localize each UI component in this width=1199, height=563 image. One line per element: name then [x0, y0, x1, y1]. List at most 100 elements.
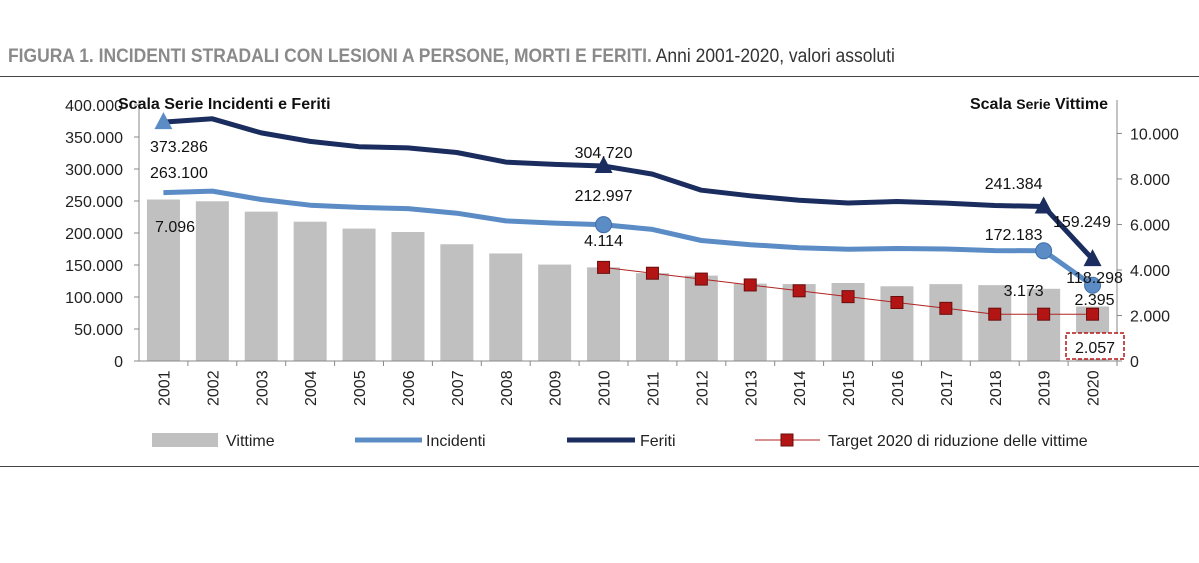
target-label-box	[1065, 332, 1125, 360]
bar-vittime-2011	[635, 273, 669, 361]
left-tick-label: 100.000	[65, 290, 123, 307]
bar-vittime-2005	[342, 228, 376, 361]
figure-title-rest: Anni 2001-2020, valori assoluti	[651, 46, 895, 67]
data-label-feriti-2019: 241.384	[985, 176, 1043, 193]
data-label-incidenti-2010: 212.997	[575, 188, 633, 205]
legend-label-vittime: Vittime	[226, 433, 275, 450]
right-axis-title: Scala Serie Vittime	[970, 96, 1108, 113]
x-tick-label: 2016	[890, 370, 907, 406]
legend-swatch-target-marker	[780, 433, 794, 447]
line-incidenti	[163, 188, 1094, 288]
right-tick-label: 6.000	[1130, 217, 1170, 234]
right-axis-title-part: Serie	[1016, 96, 1050, 112]
marker-target-2014	[792, 284, 806, 298]
data-label-incidenti-2001: 263.100	[150, 165, 208, 182]
bar-vittime-2013	[733, 283, 767, 361]
x-tick-label: 2012	[694, 370, 711, 406]
legend-label-feriti: Feriti	[640, 433, 676, 450]
right-tick-label: 8.000	[1130, 172, 1170, 189]
x-tick-label: 2014	[792, 370, 809, 406]
marker-target-2017	[939, 301, 953, 315]
marker-feriti-2010	[594, 155, 613, 173]
marker-target-2012	[694, 272, 708, 286]
x-tick-label: 2018	[988, 370, 1005, 406]
marker-incidenti-2019	[1035, 242, 1053, 260]
left-tick-label: 50.000	[74, 322, 123, 339]
right-axis-title-part: Scala	[970, 96, 1016, 113]
marker-target-2011	[645, 266, 659, 280]
bar-vittime-2009	[538, 264, 572, 361]
right-tick-label: 2.000	[1130, 308, 1170, 325]
left-tick-label: 150.000	[65, 258, 123, 275]
left-tick-label: 0	[114, 354, 123, 371]
bar-vittime-2004	[293, 221, 327, 361]
marker-feriti-2019	[1034, 196, 1053, 214]
marker-target-2018	[988, 307, 1002, 321]
marker-target-2013	[743, 278, 757, 292]
data-label-vittime-2010: 4.114	[584, 233, 623, 250]
left-tick-label: 200.000	[65, 226, 123, 243]
x-tick-label: 2015	[841, 370, 858, 406]
marker-feriti-2001	[154, 112, 173, 130]
marker-target-2010	[597, 260, 611, 274]
right-axis-title-part: Vittime	[1051, 96, 1109, 113]
x-tick-label: 2007	[450, 370, 467, 406]
data-label-feriti-2010: 304.720	[575, 145, 633, 162]
marker-feriti-2020	[1083, 249, 1102, 267]
marker-target-2016	[890, 295, 904, 309]
data-label-vittime-2020: 2.395	[1075, 292, 1115, 309]
figure-title-bold: FIGURA 1. INCIDENTI STRADALI CON LESIONI…	[8, 46, 652, 67]
bar-vittime-2007	[440, 244, 474, 361]
bar-vittime-2019	[1027, 288, 1061, 361]
x-tick-label: 2002	[205, 370, 222, 406]
bar-vittime-2003	[244, 211, 278, 361]
bar-vittime-2002	[195, 201, 229, 361]
bar-vittime-2018	[978, 285, 1012, 361]
x-tick-label: 2006	[401, 370, 418, 406]
left-tick-label: 350.000	[65, 130, 123, 147]
legend-label-incidenti: Incidenti	[426, 433, 486, 450]
bar-vittime-2010	[587, 267, 621, 361]
data-label-feriti-2020: 159.249	[1053, 214, 1111, 231]
bar-vittime-2017	[929, 284, 963, 361]
bar-vittime-2006	[391, 231, 425, 361]
left-tick-label: 300.000	[65, 162, 123, 179]
marker-target-2019	[1037, 307, 1051, 321]
x-tick-label: 2005	[352, 370, 369, 406]
marker-incidenti-2020	[1084, 276, 1102, 294]
data-label-incidenti-2019: 172.183	[985, 227, 1043, 244]
x-tick-label: 2013	[743, 370, 760, 406]
data-label-vittime-2019: 3.173	[1004, 283, 1044, 300]
bottom-rule	[0, 466, 1199, 467]
bar-vittime-2001	[146, 199, 180, 361]
right-tick-label: 0	[1130, 354, 1139, 371]
top-rule	[0, 76, 1199, 77]
x-tick-label: 2017	[939, 370, 956, 406]
line-feriti	[163, 116, 1095, 261]
x-tick-label: 2004	[303, 370, 320, 406]
x-tick-label: 2010	[597, 370, 614, 406]
left-axis-title: Scala Serie Incidenti e Feriti	[118, 96, 331, 113]
legend-label-target: Target 2020 di riduzione delle vittime	[828, 433, 1088, 450]
legend-swatch-vittime	[152, 433, 218, 447]
figure-title: FIGURA 1. INCIDENTI STRADALI CON LESIONI…	[8, 46, 895, 68]
data-label-vittime-2001: 7.096	[155, 219, 195, 236]
bar-vittime-2008	[489, 253, 523, 361]
marker-target-2020	[1086, 307, 1100, 321]
x-tick-label: 2008	[499, 370, 516, 406]
data-label-feriti-2001: 373.286	[150, 139, 208, 156]
x-tick-label: 2003	[254, 370, 271, 406]
x-tick-label: 2019	[1037, 370, 1054, 406]
data-label-incidenti-2020: 118.298	[1066, 270, 1123, 287]
right-tick-label: 10.000	[1130, 126, 1179, 143]
marker-target-2015	[841, 290, 855, 304]
data-label-target-2020: 2.057	[1075, 340, 1115, 357]
left-tick-label: 400.000	[65, 98, 123, 115]
x-tick-label: 2011	[645, 371, 662, 406]
left-tick-label: 250.000	[65, 194, 123, 211]
x-tick-label: 2009	[548, 370, 565, 406]
x-tick-label: 2001	[156, 370, 173, 406]
marker-incidenti-2010	[595, 216, 613, 234]
x-tick-label: 2020	[1086, 370, 1103, 406]
